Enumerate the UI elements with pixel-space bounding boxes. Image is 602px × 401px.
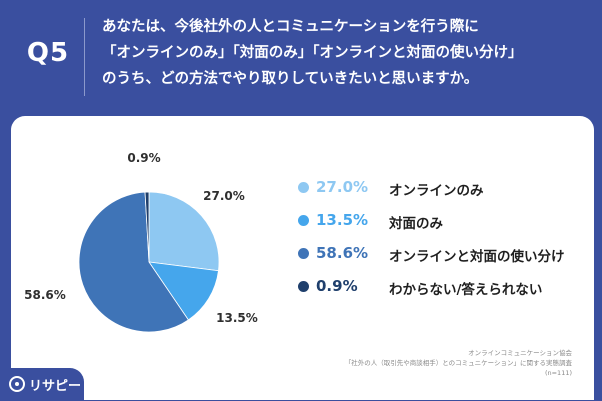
source-line: オンラインコミュニケーション協会 — [468, 349, 572, 357]
slice-label: 0.9% — [127, 151, 160, 165]
legend-percent: 13.5% — [316, 211, 369, 229]
legend-percent: 27.0% — [316, 178, 369, 196]
brand-logo: リサピー — [0, 368, 84, 401]
question-line: あなたは、今後社外の人とコミュニケーションを行う際に — [102, 19, 479, 35]
question-text: あなたは、今後社外の人とコミュニケーションを行う際に 「オンラインのみ」「対面の… — [102, 14, 592, 92]
slice-label: 27.0% — [203, 189, 245, 203]
legend-item: 13.5% 対面のみ — [298, 211, 588, 232]
question-header: Q5 あなたは、今後社外の人とコミュニケーションを行う際に 「オンラインのみ」「… — [0, 0, 602, 112]
brand-name: リサピー — [29, 379, 82, 394]
pie-chart: 27.0% 13.5% 58.6% 0.9% — [24, 151, 258, 333]
chart-card: 27.0% 13.5% 58.6% 0.9% 27.0% オンラインのみ 13.5% … — [11, 116, 594, 400]
pie-slice — [78, 191, 189, 333]
legend-item: 27.0% オンラインのみ — [298, 178, 588, 199]
pie-slice — [144, 191, 150, 263]
source-note: オンラインコミュニケーション協会 「社外の人（取引先や商談相手）とのコミュニケー… — [345, 348, 572, 378]
pie-slice — [148, 191, 220, 272]
slice-label: 58.6% — [24, 288, 66, 302]
header-divider — [84, 18, 85, 96]
legend-dot — [298, 281, 309, 292]
legend-item: 58.6% オンラインと対面の使い分け — [298, 244, 588, 265]
legend-label: 対面のみ — [389, 216, 443, 232]
pie-slice — [148, 261, 219, 321]
legend-dot — [298, 248, 309, 259]
legend-percent: 58.6% — [316, 244, 369, 262]
question-line: のうち、どの方法でやり取りしていきたいと思いますか。 — [102, 71, 479, 87]
source-line: (n=111) — [544, 369, 572, 377]
slice-label: 13.5% — [216, 311, 258, 325]
legend-dot — [298, 215, 309, 226]
legend-label: わからない/答えられない — [389, 282, 543, 298]
legend-label: オンラインと対面の使い分け — [389, 249, 565, 265]
legend-percent: 0.9% — [316, 277, 358, 295]
question-number: Q5 — [26, 38, 70, 68]
brand-mark-icon — [9, 376, 25, 392]
legend-label: オンラインのみ — [389, 183, 484, 199]
legend-item: 0.9% わからない/答えられない — [298, 277, 588, 298]
source-line: 「社外の人（取引先や商談相手）とのコミュニケーション」に関する実態調査 — [344, 359, 572, 367]
question-line: 「オンラインのみ」「対面のみ」「オンラインと対面の使い分け」 — [102, 45, 523, 61]
legend-dot — [298, 182, 309, 193]
